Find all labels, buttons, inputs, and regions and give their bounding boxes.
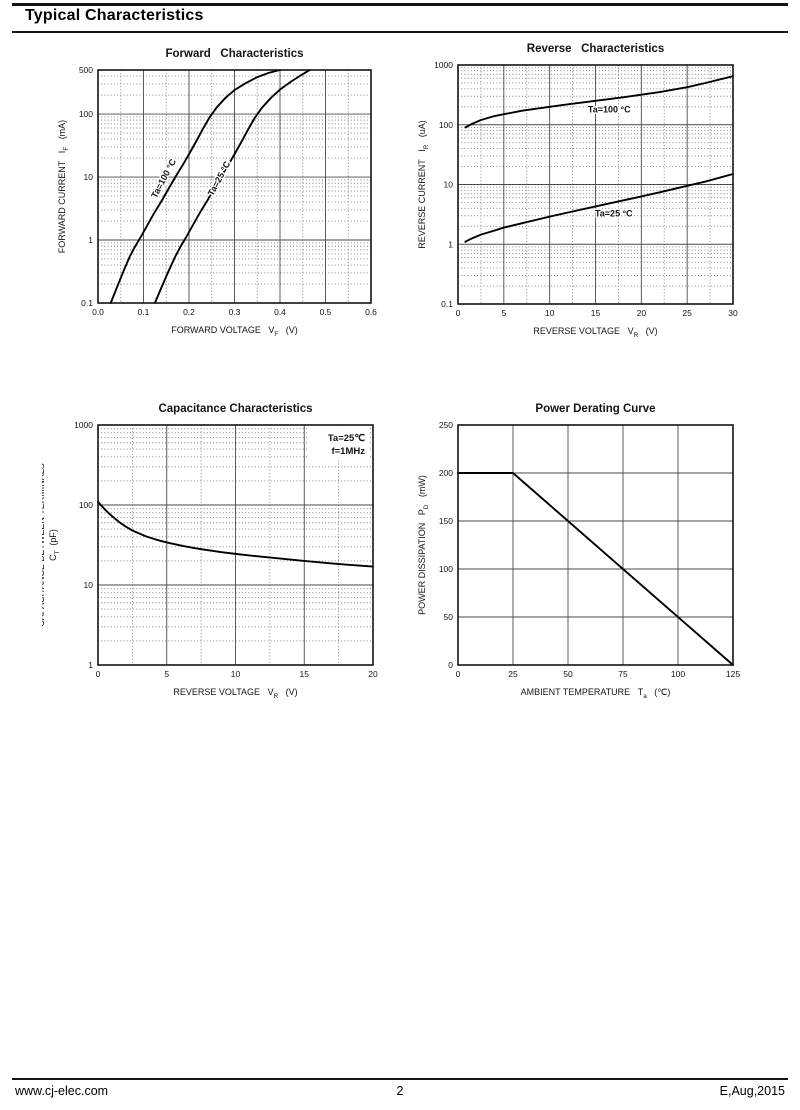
x-tick-label: 0.0 <box>92 307 104 317</box>
y-tick-label: 10 <box>444 180 454 190</box>
x-tick-label: 30 <box>728 308 738 318</box>
x-tick-label: 15 <box>591 308 601 318</box>
x-tick-label: 15 <box>300 669 310 679</box>
series-line-forward <box>153 69 311 304</box>
y-axis-label: FORWARD CURRENT IF (mA) <box>57 120 70 253</box>
chart-canvas-power: 0 25 50 75 100 125 0 50 100 150 200 250 Power Derati… <box>417 403 740 700</box>
annotation-line: Ta=25℃ <box>328 433 365 444</box>
chart-forward-characteristics: 0.0 0.1 0.2 0.3 0.4 0.5 0.6 0.1 1 10 100 500 Forward… <box>42 38 394 344</box>
chart-title: Capacitance Characteristics <box>158 403 312 415</box>
x-tick-label: 0 <box>456 308 461 318</box>
x-tick-label: 25 <box>508 669 518 679</box>
series-label: Ta=100 °C <box>588 105 631 115</box>
y-axis-label: REVERSE CURRENT IR (uA) <box>417 120 430 249</box>
plot-border <box>457 64 734 305</box>
y-tick-label: 1000 <box>434 60 453 70</box>
x-tick-label: 10 <box>231 669 241 679</box>
footer-page-number: 2 <box>396 1084 404 1098</box>
x-tick-label: 100 <box>671 669 685 679</box>
chart-capacitance-characteristics: 0 5 10 15 20 1 10 100 1000 Capacitance Characteri… <box>42 393 396 706</box>
y-tick-label: 10 <box>84 580 94 590</box>
footer-revision: E,Aug,2015 <box>719 1084 785 1098</box>
x-tick-label: 50 <box>563 669 573 679</box>
series-line-reverse <box>464 75 734 129</box>
series-line-capacitance <box>97 500 374 568</box>
x-tick-label: 0.6 <box>365 307 377 317</box>
chart-canvas-capacitance: 0 5 10 15 20 1 10 100 1000 Capacitance Characteri… <box>42 403 378 700</box>
y-tick-label: 0.1 <box>441 299 453 309</box>
y-tick-label: 50 <box>444 612 454 622</box>
title-underline-rule <box>12 31 788 33</box>
x-tick-label: 5 <box>501 308 506 318</box>
series-line-power <box>457 472 734 666</box>
x-tick-label: 25 <box>682 308 692 318</box>
y-axis-label: CAPACITANCE BETWEEN TERMINALS <box>42 463 46 627</box>
y-tick-label: 100 <box>439 564 453 574</box>
chart-title: Forward Characteristics <box>165 48 303 60</box>
x-tick-label: 0.1 <box>138 307 150 317</box>
series-label: Ta=25 °C <box>206 159 233 197</box>
plot-border <box>97 69 372 304</box>
series-label: Ta=25 °C <box>595 209 633 219</box>
chart-title: Power Derating Curve <box>535 403 655 415</box>
plot-border <box>97 424 374 666</box>
y-axis-label: POWER DISSIPATION PD (mW) <box>417 475 430 615</box>
chart-title: Reverse Characteristics <box>527 43 664 55</box>
y-tick-label: 10 <box>84 172 94 182</box>
y-tick-label: 100 <box>79 109 93 119</box>
x-tick-label: 20 <box>637 308 647 318</box>
page-title: Typical Characteristics <box>25 7 204 24</box>
chart-canvas-forward: 0.0 0.1 0.2 0.3 0.4 0.5 0.60.1110100500Forward… <box>57 48 377 338</box>
y-tick-label: 100 <box>79 500 93 510</box>
y-tick-label: 0 <box>448 660 453 670</box>
y-tick-label: 1 <box>88 235 93 245</box>
x-axis-label: AMBIENT TEMPERATURE Ta (℃) <box>521 687 671 700</box>
chart-power-derating-curve: 0 25 50 75 100 125 0 50 100 150 200 250 Power Derati… <box>402 393 756 706</box>
series-line-forward <box>109 69 281 304</box>
y-tick-label: 150 <box>439 516 453 526</box>
x-tick-label: 0.2 <box>183 307 195 317</box>
x-tick-label: 0.3 <box>229 307 241 317</box>
y-tick-label: 1 <box>448 239 453 249</box>
y-tick-label: 1 <box>88 660 93 670</box>
x-tick-label: 20 <box>368 669 378 679</box>
x-tick-label: 0 <box>456 669 461 679</box>
y-tick-label: 0.1 <box>81 298 93 308</box>
x-tick-label: 0.4 <box>274 307 286 317</box>
x-tick-label: 0 <box>96 669 101 679</box>
x-tick-label: 5 <box>164 669 169 679</box>
annotation-background <box>307 428 370 458</box>
y-tick-label: 200 <box>439 468 453 478</box>
x-axis-label: REVERSE VOLTAGE VR (V) <box>173 687 297 700</box>
x-tick-label: 10 <box>545 308 555 318</box>
x-tick-label: 0.5 <box>320 307 332 317</box>
y-tick-label: 500 <box>79 65 93 75</box>
y-tick-label: 100 <box>439 120 453 130</box>
y-tick-label: 250 <box>439 420 453 430</box>
plot-border <box>457 424 734 666</box>
footer-rule <box>12 1078 788 1080</box>
chart-canvas-reverse: 0 5 10 15 20 25 30 0.1 1 10 100 1000 Reverse Charact… <box>417 43 738 339</box>
top-rule <box>12 3 788 6</box>
annotation-line: f=1MHz <box>331 446 365 457</box>
chart-reverse-characteristics: 0 5 10 15 20 25 30 0.1 1 10 100 1000 Reverse Charact… <box>402 33 756 345</box>
x-tick-label: 125 <box>726 669 740 679</box>
x-axis-label: REVERSE VOLTAGE VR (V) <box>533 326 657 339</box>
y-axis-label: CT (pF) <box>48 529 61 561</box>
x-axis-label: FORWARD VOLTAGE VF (V) <box>171 325 298 338</box>
y-tick-label: 1000 <box>74 420 93 430</box>
x-tick-label: 75 <box>618 669 628 679</box>
footer-website: www.cj-elec.com <box>15 1084 109 1098</box>
series-line-reverse <box>464 173 734 243</box>
